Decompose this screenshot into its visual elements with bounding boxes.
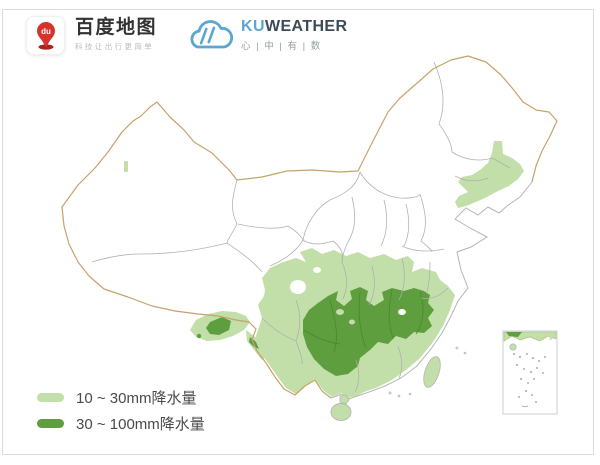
precip-light-xinjiang [124,161,128,172]
coastline [330,181,533,400]
precip-heavy-dot [196,333,202,339]
baidu-brand-text: 百度地图 [75,17,158,38]
legend-label-light: 10 ~ 30mm降水量 [76,390,197,407]
kuweather-cloud-icon [190,20,234,49]
kuweather-brand-text: KUWEATHER [241,18,348,35]
province-borders [91,61,511,393]
baidu-tagline: 科技让出行更简单 [75,42,155,51]
taiwan-island [423,356,441,388]
header: du 百度地图 科技让出行更简单 KUWEATHER 心 | 中 | 有 | 数 [26,15,347,55]
kuweather-slogan: 心 | 中 | 有 | 数 [241,41,322,52]
baidu-maps-logo: du 百度地图 科技让出行更简单 [26,15,158,55]
precip-light-northeast [455,141,524,208]
hainan-island [330,394,352,421]
inset-coast-heavy [506,332,522,337]
inset-islands [512,352,547,408]
map-legend: 10 ~ 30mm降水量 30 ~ 100mm降水量 [37,389,205,441]
baidu-map-pin-icon: du [26,15,65,55]
svg-text:du: du [41,27,51,36]
heavy-region-province-borders [303,289,424,353]
south-china-sea-inset [502,330,558,415]
baidu-pin-graphic: du [36,22,55,50]
kuweather-logo: KUWEATHER 心 | 中 | 有 | 数 [185,15,347,55]
coastal-islets [388,346,467,398]
legend-swatch-heavy [37,419,64,428]
precip-heavy-tibet [206,317,231,335]
legend-item-light: 10 ~ 30mm降水量 [37,389,205,407]
legend-item-heavy: 30 ~ 100mm降水量 [37,415,205,433]
inset-hainan [509,343,517,351]
legend-label-heavy: 30 ~ 100mm降水量 [76,416,205,433]
national-border [61,55,558,399]
legend-swatch-light [37,393,64,402]
inset-taiwan [549,334,553,340]
